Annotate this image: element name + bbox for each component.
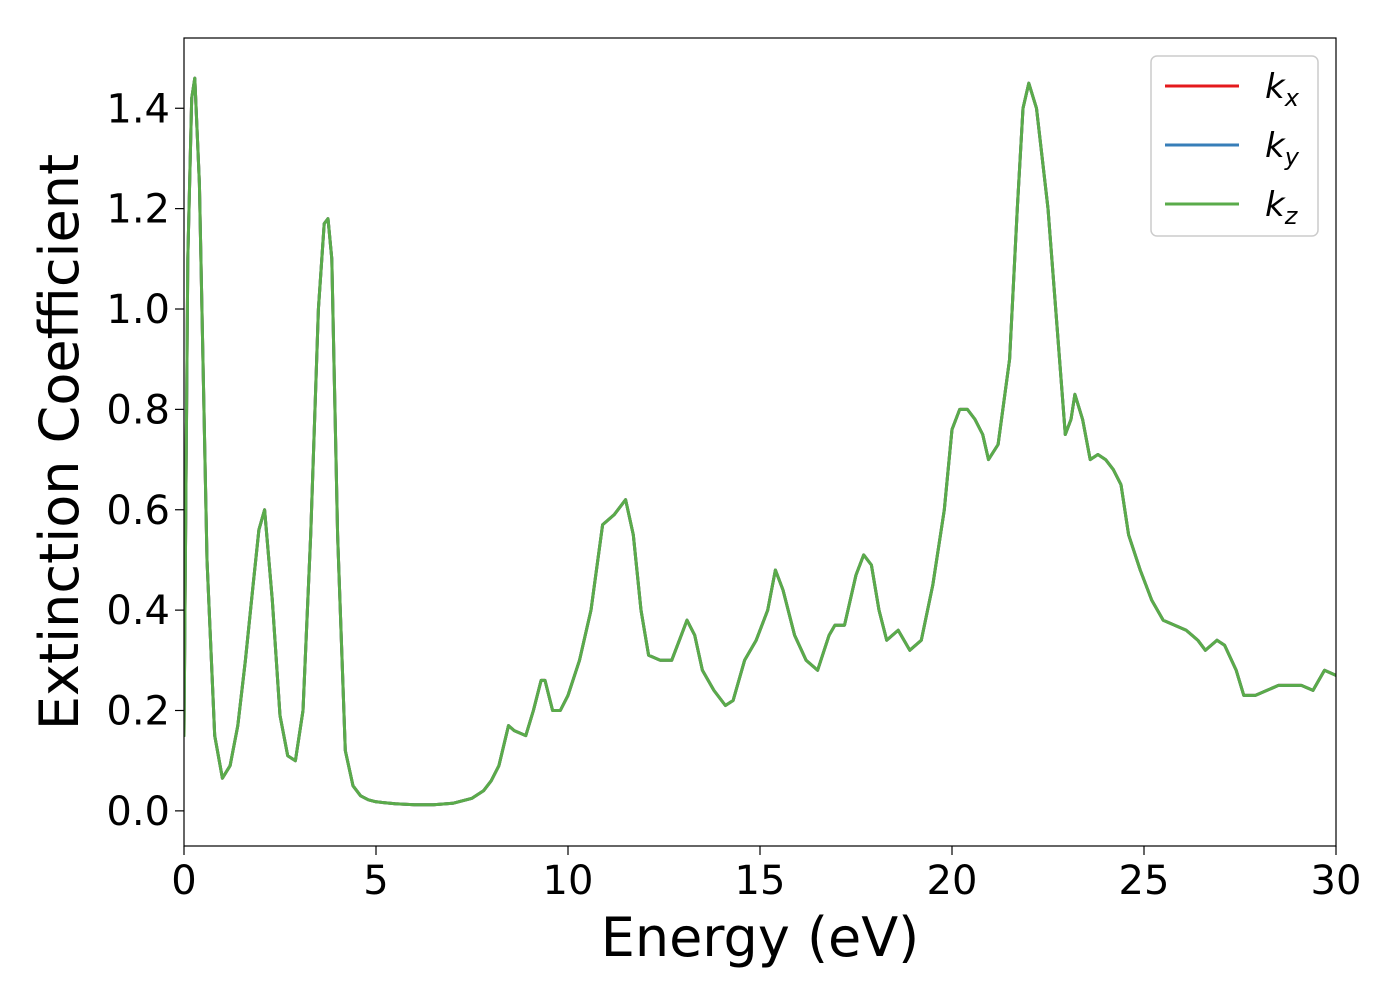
y-tick-label: 0.2 xyxy=(106,688,170,734)
x-axis: 0 5 10 15 20 25 30 xyxy=(171,846,1361,904)
x-tick-label: 15 xyxy=(735,858,786,904)
x-tick-label: 10 xyxy=(543,858,594,904)
y-axis: 0.0 0.2 0.4 0.6 0.8 1.0 1.2 1.4 xyxy=(106,86,184,835)
x-tick-label: 30 xyxy=(1311,858,1362,904)
legend: kx ky kz xyxy=(1150,55,1319,237)
y-tick-label: 1.2 xyxy=(106,187,170,233)
legend-label-ky: ky xyxy=(1265,126,1300,171)
y-tick-label: 0.8 xyxy=(106,387,170,433)
x-tick-label: 25 xyxy=(1119,858,1170,904)
x-tick-label: 20 xyxy=(927,858,978,904)
legend-label-kx: kx xyxy=(1265,67,1300,112)
x-axis-title: Energy (eV) xyxy=(601,906,920,969)
series-layer xyxy=(184,76,1336,807)
legend-label-kz: kz xyxy=(1265,185,1299,230)
y-tick-label: 0.0 xyxy=(106,789,170,835)
y-tick-label: 0.6 xyxy=(106,488,170,534)
y-tick-label: 1.4 xyxy=(106,86,170,132)
y-tick-label: 1.0 xyxy=(106,287,170,333)
x-tick-label: 5 xyxy=(363,858,388,904)
x-tick-label: 0 xyxy=(171,858,196,904)
series-line-kz xyxy=(184,76,1336,807)
y-tick-label: 0.4 xyxy=(106,588,170,634)
y-axis-title: Extinction Coefficient xyxy=(28,154,91,730)
